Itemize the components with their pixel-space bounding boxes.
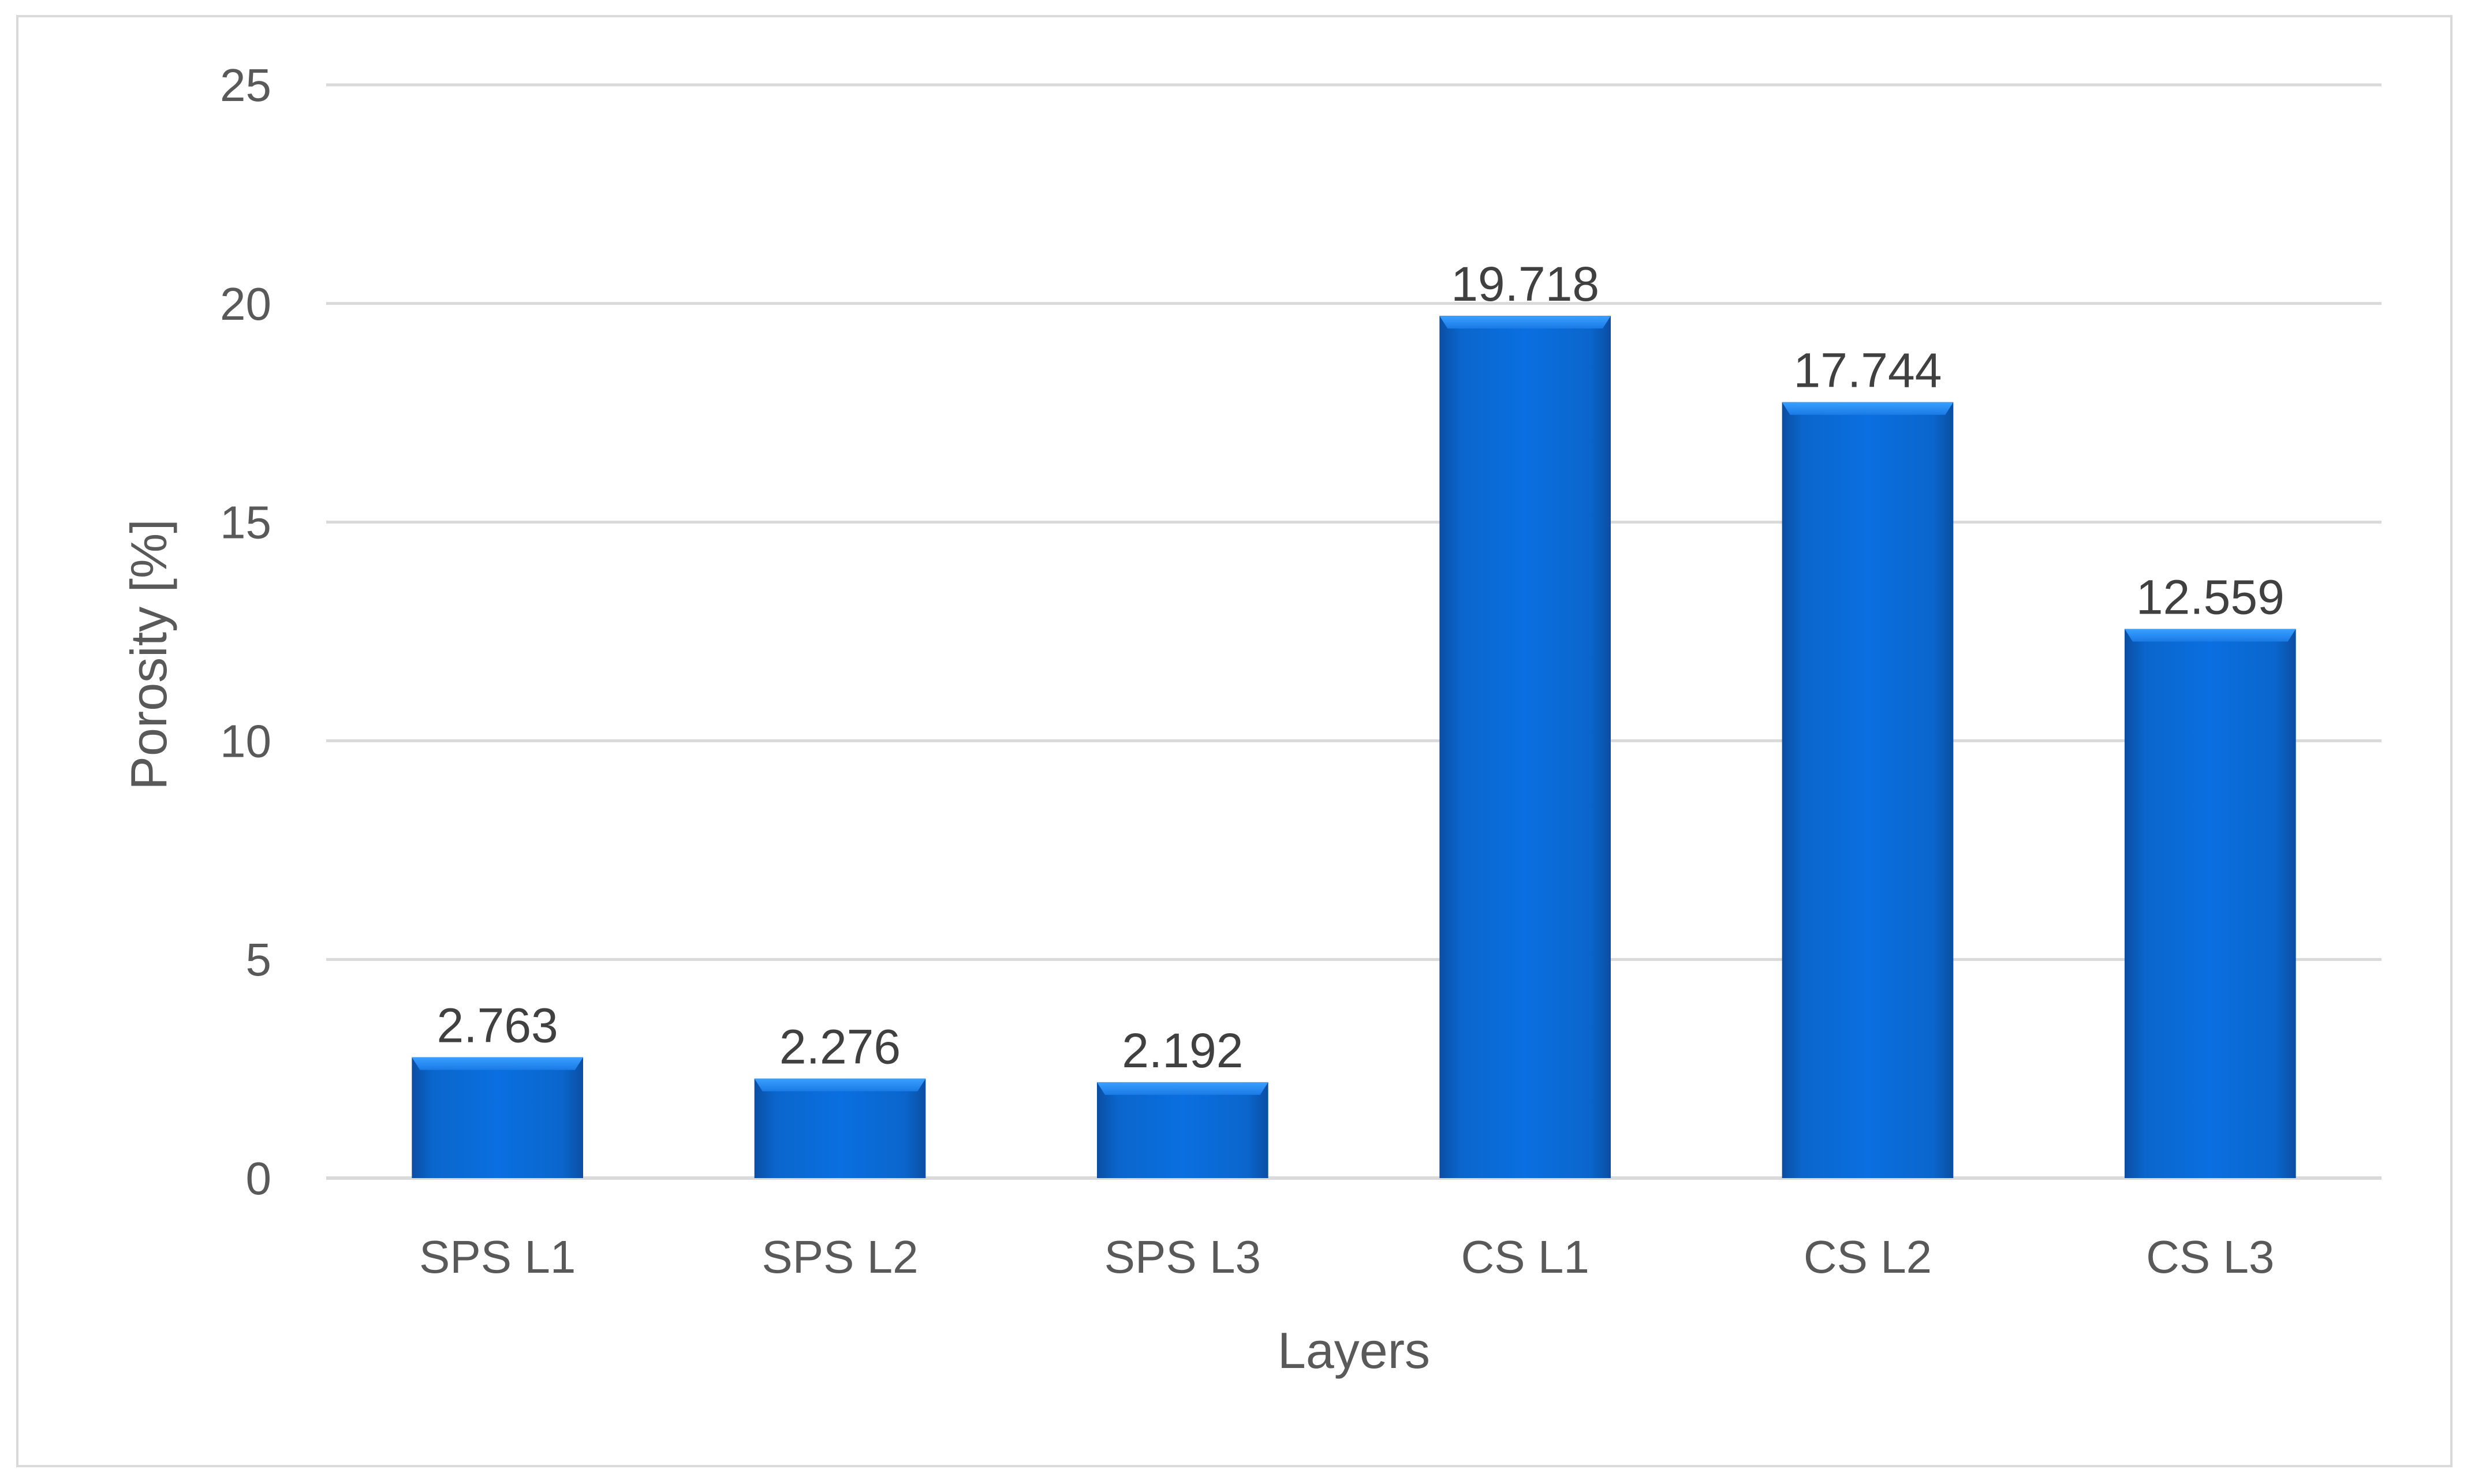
y-tick-label: 0 [246,1153,272,1204]
y-axis-ticks: 0 5 10 15 20 25 [220,59,271,1204]
x-category-label: CS L2 [1804,1231,1932,1283]
data-label: 12.559 [2136,570,2285,625]
x-category-label: SPS L2 [762,1231,918,1283]
y-tick-label: 25 [220,59,271,111]
y-tick-label: 20 [220,278,271,330]
bar [1097,1082,1268,1178]
bar-bevel [1097,1082,1268,1095]
bar-body [1782,402,1954,1178]
bar-body [2125,629,2296,1178]
bar-bevel [2125,629,2296,642]
bar [412,1057,583,1178]
bar-bevel [1439,316,1611,328]
bar [1439,316,1611,1178]
data-label: 2.276 [779,1020,901,1074]
bar-bevel [412,1057,583,1070]
data-labels: 2.763 2.276 2.192 19.718 17.744 12.559 [437,257,2285,1078]
bar [1782,402,1954,1178]
y-axis-title: Porosity [%] [120,519,177,790]
data-label: 2.192 [1122,1023,1243,1078]
x-category-label: SPS L1 [419,1231,576,1283]
bars [412,316,2295,1178]
bar-body [1097,1082,1268,1178]
x-axis-title: Layers [1278,1322,1430,1379]
bar-body [412,1057,583,1178]
bar [2125,629,2296,1178]
data-label: 19.718 [1451,257,1599,311]
y-tick-label: 10 [220,715,271,767]
data-label: 2.763 [437,999,558,1053]
gridlines [326,85,2382,1178]
bar-bevel [1782,402,1954,415]
bar-body [755,1079,926,1178]
bar-bevel [755,1079,926,1091]
bar-body [1439,316,1611,1178]
x-axis-categories: SPS L1 SPS L2 SPS L3 CS L1 CS L2 CS L3 [419,1231,2274,1283]
y-tick-label: 15 [220,497,271,548]
bar [755,1079,926,1178]
x-category-label: SPS L3 [1104,1231,1261,1283]
x-category-label: CS L1 [1461,1231,1589,1283]
y-tick-label: 5 [246,934,272,985]
data-label: 17.744 [1794,343,1942,398]
x-category-label: CS L3 [2146,1231,2274,1283]
